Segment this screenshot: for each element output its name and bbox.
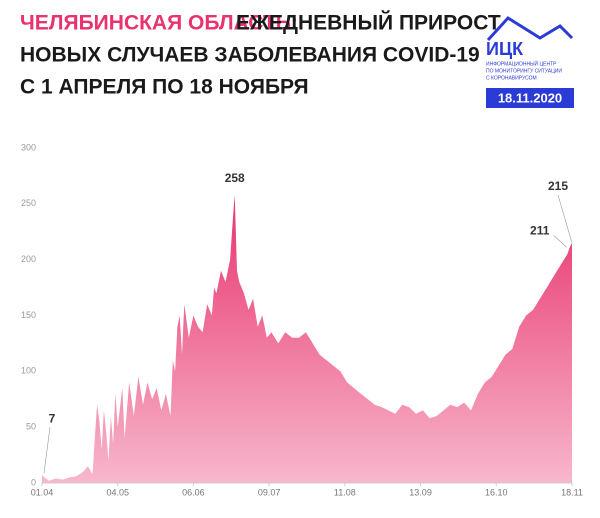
y-tick-label: 250 [21,198,36,208]
logo: ИЦК [486,39,524,59]
x-tick-label: 09.07 [258,487,281,497]
y-tick-label: 50 [26,422,36,432]
x-tick-label: 06.06 [182,487,205,497]
logo-caption: С КОРОНАВИРУСОМ [486,75,537,81]
date: 18.11.2020 [498,90,562,105]
logo-mark [486,16,574,42]
area [42,194,572,483]
title: ЕЖЕДНЕВНЫЙ ПРИРОСТ [236,11,501,35]
x-tick-label: 18.11 [561,487,583,497]
data-label: 7 [49,411,56,425]
x-tick-label: 11.08 [334,487,356,497]
x-tick-label: 01.04 [31,487,54,497]
leader [557,194,573,244]
date-badge [486,88,574,108]
data-label: 258 [225,171,245,185]
logo-caption: ПО МОНИТОРИНГУ СИТУАЦИИ [486,68,562,74]
data-label: 211 [530,224,550,238]
data-label: 215 [548,179,568,193]
logo-caption: ИНФОРМАЦИОННЫЙ ЦЕНТР [486,59,557,67]
title: С 1 АПРЕЛЯ ПО 18 НОЯБРЯ [20,76,309,99]
y-tick-label: 300 [21,142,36,152]
x-tick-label: 16.10 [485,487,508,497]
title: НОВЫХ СЛУЧАЕВ ЗАБОЛЕВАНИЯ COVID-19 [20,44,480,67]
x-tick-label: 13.09 [409,487,432,497]
leader [553,235,567,248]
title-region: ЧЕЛЯБИНСКАЯ ОБЛАСТЬ: [20,12,298,35]
y-tick-label: 200 [21,254,36,264]
leader [43,427,51,474]
y-tick-label: 150 [21,310,36,320]
y-tick-label: 100 [21,366,36,376]
x-tick-label: 04.05 [106,487,129,497]
y-tick-label: 0 [31,477,36,487]
